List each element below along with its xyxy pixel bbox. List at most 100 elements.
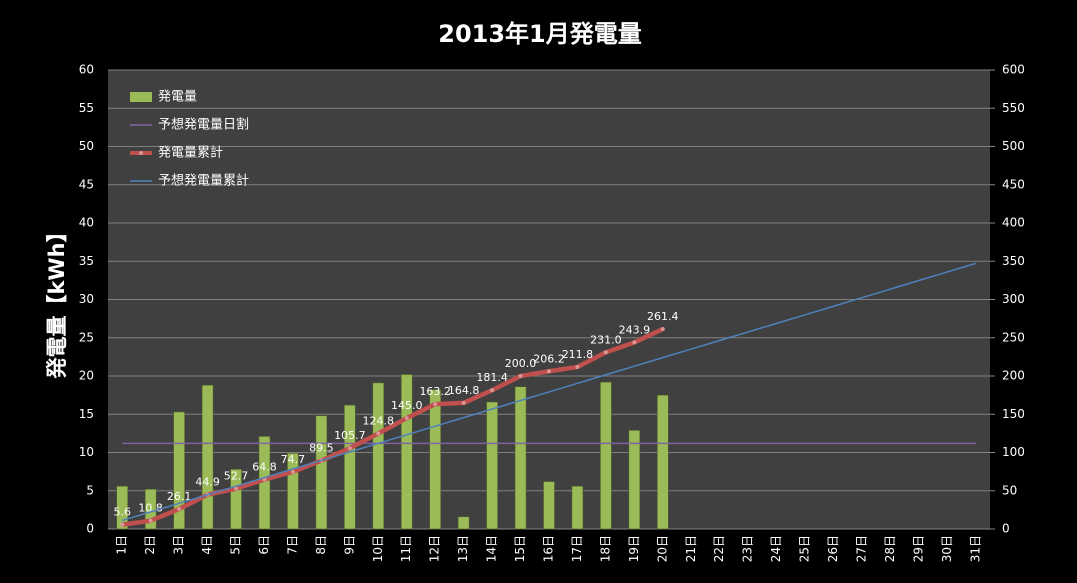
y2-tick-label: 50	[1002, 483, 1017, 497]
y2-tick-label: 500	[1002, 139, 1025, 153]
data-label: 243.9	[619, 323, 651, 336]
data-label: 163.2	[419, 385, 451, 398]
point	[490, 388, 495, 393]
bar	[457, 516, 470, 530]
y2-tick-label: 0	[1002, 522, 1010, 536]
chart-title: 2013年1月発電量	[438, 20, 642, 48]
point	[376, 431, 381, 436]
point	[632, 340, 637, 345]
x-tick-label: 29日	[911, 535, 925, 562]
x-tick-label: 14日	[485, 535, 499, 562]
x-tick-label: 12日	[428, 535, 442, 562]
x-tick-label: 31日	[968, 535, 982, 562]
x-tick-label: 11日	[399, 535, 413, 562]
data-label: 145.0	[391, 399, 423, 412]
bar	[344, 404, 356, 530]
point	[177, 507, 182, 512]
data-label: 74.7	[281, 453, 306, 466]
x-tick-label: 18日	[598, 535, 612, 562]
data-label: 181.4	[476, 371, 508, 384]
bar	[543, 481, 555, 530]
x-tick-label: 3日	[172, 535, 186, 555]
y-tick-label: 30	[79, 292, 94, 306]
y-tick-label: 45	[79, 177, 94, 191]
x-tick-label: 28日	[883, 535, 897, 562]
data-label: 5.6	[113, 506, 131, 519]
bar	[628, 430, 641, 530]
data-label: 206.2	[533, 352, 565, 365]
bar	[571, 485, 584, 530]
y2-tick-label: 100	[1002, 445, 1025, 459]
bar	[600, 381, 612, 530]
point	[347, 446, 352, 451]
point	[234, 486, 239, 491]
x-tick-label: 19日	[627, 535, 641, 562]
y-tick-label: 20	[79, 369, 94, 383]
x-tick-label: 16日	[542, 535, 556, 562]
x-tick-label: 17日	[570, 535, 584, 562]
data-label: 10.8	[138, 502, 163, 515]
y2-tick-label: 150	[1002, 407, 1025, 421]
y-tick-label: 5	[86, 483, 94, 497]
data-label: 211.8	[562, 348, 594, 361]
y-tick-label: 35	[79, 254, 94, 268]
y2-tick-label: 600	[1002, 63, 1025, 77]
data-label: 124.8	[363, 415, 395, 428]
point	[148, 518, 153, 523]
bar	[514, 386, 527, 530]
point	[547, 369, 551, 374]
x-tick-label: 21日	[684, 535, 698, 562]
point	[433, 402, 438, 407]
point	[120, 522, 125, 527]
x-tick-label: 2日	[143, 535, 157, 555]
x-tick-label: 13日	[456, 535, 470, 562]
bar	[429, 389, 441, 530]
data-label: 26.1	[167, 490, 192, 503]
legend-label: 予想発電量日割	[158, 117, 249, 133]
x-tick-label: 30日	[940, 535, 954, 562]
x-tick-label: 5日	[229, 535, 243, 555]
legend-label: 予想発電量累計	[158, 173, 249, 189]
data-label: 105.7	[334, 429, 366, 442]
y-tick-label: 15	[79, 407, 94, 421]
bar	[315, 415, 328, 530]
x-tick-label: 15日	[513, 535, 527, 562]
y-tick-label: 60	[79, 63, 94, 77]
y-tick-label: 50	[79, 139, 94, 153]
legend-label: 発電量	[158, 90, 197, 105]
data-label: 89.5	[309, 442, 334, 455]
line	[122, 262, 976, 522]
legend-marker	[139, 151, 143, 155]
point	[575, 364, 580, 369]
bar	[372, 382, 385, 530]
legend-swatch	[130, 92, 152, 102]
data-label: 200.0	[505, 357, 537, 370]
y2-tick-label: 550	[1002, 101, 1025, 115]
data-label: 52.7	[224, 470, 249, 483]
x-tick-label: 22日	[712, 535, 726, 562]
x-tick-label: 9日	[342, 535, 356, 555]
x-tick-label: 20日	[655, 535, 669, 562]
y-tick-label: 25	[79, 330, 94, 344]
x-tick-label: 10日	[371, 535, 385, 562]
legend-label: 発電量累計	[158, 145, 223, 161]
bar	[144, 488, 157, 530]
x-tick-label: 23日	[741, 535, 755, 562]
bar	[201, 384, 214, 530]
y-tick-label: 40	[79, 216, 94, 230]
point	[404, 416, 409, 421]
point	[660, 327, 665, 332]
y2-tick-label: 450	[1002, 177, 1025, 191]
x-tick-label: 26日	[826, 535, 840, 562]
bar	[400, 374, 413, 530]
x-tick-label: 1日	[115, 535, 129, 555]
data-label: 64.8	[252, 460, 277, 473]
x-tick-label: 27日	[854, 535, 868, 562]
point	[518, 374, 523, 378]
y2-tick-label: 200	[1002, 369, 1025, 383]
point	[290, 469, 295, 474]
x-tick-label: 4日	[200, 535, 214, 555]
y-tick-label: 0	[86, 522, 94, 536]
x-tick-label: 7日	[285, 535, 299, 555]
x-tick-label: 8日	[314, 535, 328, 555]
